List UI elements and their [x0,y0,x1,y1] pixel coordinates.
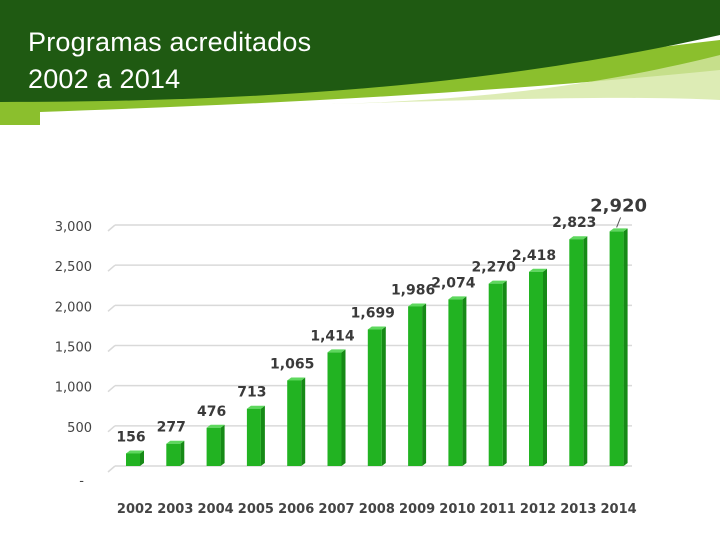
bar-top [529,268,547,272]
bar-side [260,405,265,466]
y-axis-ticks: - 500 1,000 1,500 2,000 2,500 3,000 [55,220,92,489]
bar-2013 [569,239,584,466]
y-tick-label: 1,500 [55,341,92,356]
x-tick-label-2014: 2014 [601,502,637,517]
data-label-2007: 1,414 [310,328,355,344]
bar-2014 [609,231,624,466]
bar-side [301,377,306,466]
gridline-perspective [107,385,116,393]
bar-side [341,349,346,466]
bar-side [462,296,467,466]
data-label-2003: 277 [157,420,186,436]
bar-side [180,440,185,466]
bar-side [381,326,386,466]
bar-top [488,280,507,284]
data-label-2006: 1,065 [270,356,314,372]
bar-side [140,450,144,466]
x-tick-label-2011: 2011 [480,502,516,517]
data-label-2002: 156 [116,429,145,445]
bar-side [583,236,588,466]
bar-top [246,405,265,409]
x-tick-label-2005: 2005 [238,502,274,517]
x-tick-label-2012: 2012 [520,502,556,517]
data-label-2009: 1,986 [391,282,435,298]
bar-top [367,326,386,330]
bar-2010 [448,299,463,466]
bar-top [327,349,346,353]
header-band [0,0,720,125]
x-tick-label-2006: 2006 [278,502,314,517]
y-tick-label: 500 [67,421,92,436]
bar-2009 [408,306,423,466]
y-tick-label: 3,000 [55,220,92,235]
bar-2006 [287,380,302,466]
y-tick-label: - [79,474,84,489]
data-label-2013: 2,823 [552,215,596,231]
bar-2004 [206,427,221,466]
bar-side [422,303,427,466]
gridline-perspective [107,425,116,433]
slide-title-line-2: 2002 a 2014 [28,64,181,94]
bar-2008 [367,329,382,466]
gridline-perspective [107,465,116,473]
x-tick-label-2004: 2004 [198,502,234,517]
bar-top [126,450,144,454]
x-tick-label-2002: 2002 [117,502,153,517]
x-tick-label-2013: 2013 [560,502,596,517]
bar-2012 [529,271,543,466]
x-tick-label-2009: 2009 [399,502,435,517]
x-tick-label-2003: 2003 [157,502,193,517]
bar-2002 [126,453,140,466]
y-tick-label: 2,000 [55,300,92,315]
x-tick-label-2008: 2008 [359,502,395,517]
data-label-leader [616,217,622,228]
bar-top [408,303,427,307]
gridline-perspective [107,344,116,353]
bar-side [220,424,225,466]
y-tick-label: 1,000 [55,381,92,396]
bar-2003 [166,443,181,466]
x-axis-ticks: 2002 2003 2004 2005 2006 2007 2008 2009 2010 2011… [117,502,637,517]
bar-top [166,440,185,444]
bar-2011 [488,283,503,466]
gridline-perspective [107,264,116,272]
bar-side [623,228,628,466]
bar-side [543,268,547,466]
header-accent-pale [330,55,720,104]
bar-top [569,236,588,240]
data-label-2008: 1,699 [351,306,395,322]
data-label-2004: 476 [197,404,226,420]
data-label-2011: 2,270 [472,260,517,276]
bar-2005 [246,408,261,466]
data-label-2010: 2,074 [431,275,476,291]
data-label-2005: 713 [237,385,266,401]
gridline-perspective [107,224,116,232]
bar-top [206,424,225,428]
bar-top [609,228,628,232]
bar-2007 [327,352,342,466]
header-dark-band [0,0,720,102]
data-label-2014: 2,920 [590,195,647,216]
bar-top [448,296,467,300]
bars [126,228,628,466]
data-label-2012: 2,418 [512,248,556,264]
y-tick-label: 2,500 [55,260,92,275]
x-tick-label-2007: 2007 [318,502,354,517]
bar-top [287,377,306,381]
bar-side [502,280,507,466]
x-tick-label-2010: 2010 [439,502,475,517]
gridline-perspective [107,304,116,312]
slide-title-line-1: Programas acreditados [28,27,312,57]
